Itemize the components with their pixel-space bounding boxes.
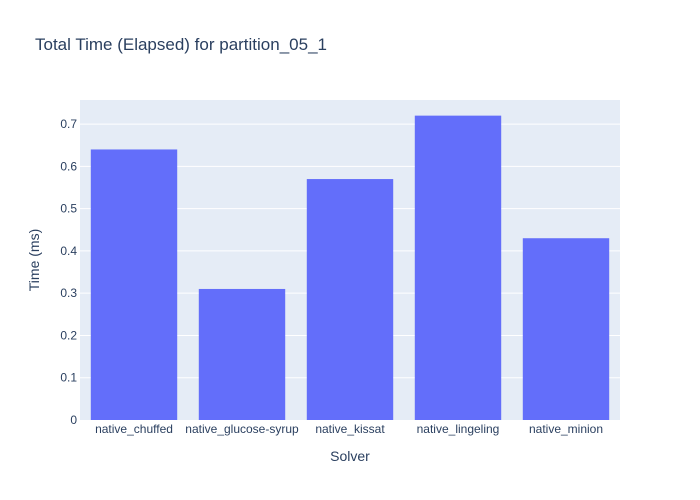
x-tick-label: native_chuffed — [95, 422, 173, 436]
x-axis-ticks: native_chuffed native_glucose-syrup native… — [95, 422, 603, 436]
x-tick-label: native_minion — [529, 422, 603, 436]
bar-native_kissat — [306, 179, 394, 420]
bar-native_minion — [522, 238, 610, 420]
bar-native_chuffed — [90, 149, 178, 421]
bars — [90, 115, 610, 421]
y-tick-label: 0.7 — [60, 117, 77, 131]
x-tick-label: native_lingeling — [417, 422, 500, 436]
chart-title: Total Time (Elapsed) for partition_05_1 — [35, 35, 327, 54]
x-tick-label: native_kissat — [315, 422, 385, 436]
y-tick-label: 0 — [70, 413, 77, 427]
bar-native_lingeling — [414, 115, 502, 420]
x-axis-title: Solver — [330, 448, 370, 464]
y-axis-ticks: 0 0.1 0.2 0.3 0.4 0.5 0.6 0.7 — [60, 117, 77, 427]
y-tick-label: 0.4 — [60, 244, 77, 258]
y-tick-label: 0.2 — [60, 328, 77, 342]
bar-native_glucose-syrup — [198, 288, 286, 420]
y-tick-label: 0.6 — [60, 159, 77, 173]
y-axis-title: Time (ms) — [26, 229, 42, 291]
y-tick-label: 0.3 — [60, 286, 77, 300]
x-tick-label: native_glucose-syrup — [185, 422, 299, 436]
y-tick-label: 0.5 — [60, 202, 77, 216]
y-tick-label: 0.1 — [60, 371, 77, 385]
